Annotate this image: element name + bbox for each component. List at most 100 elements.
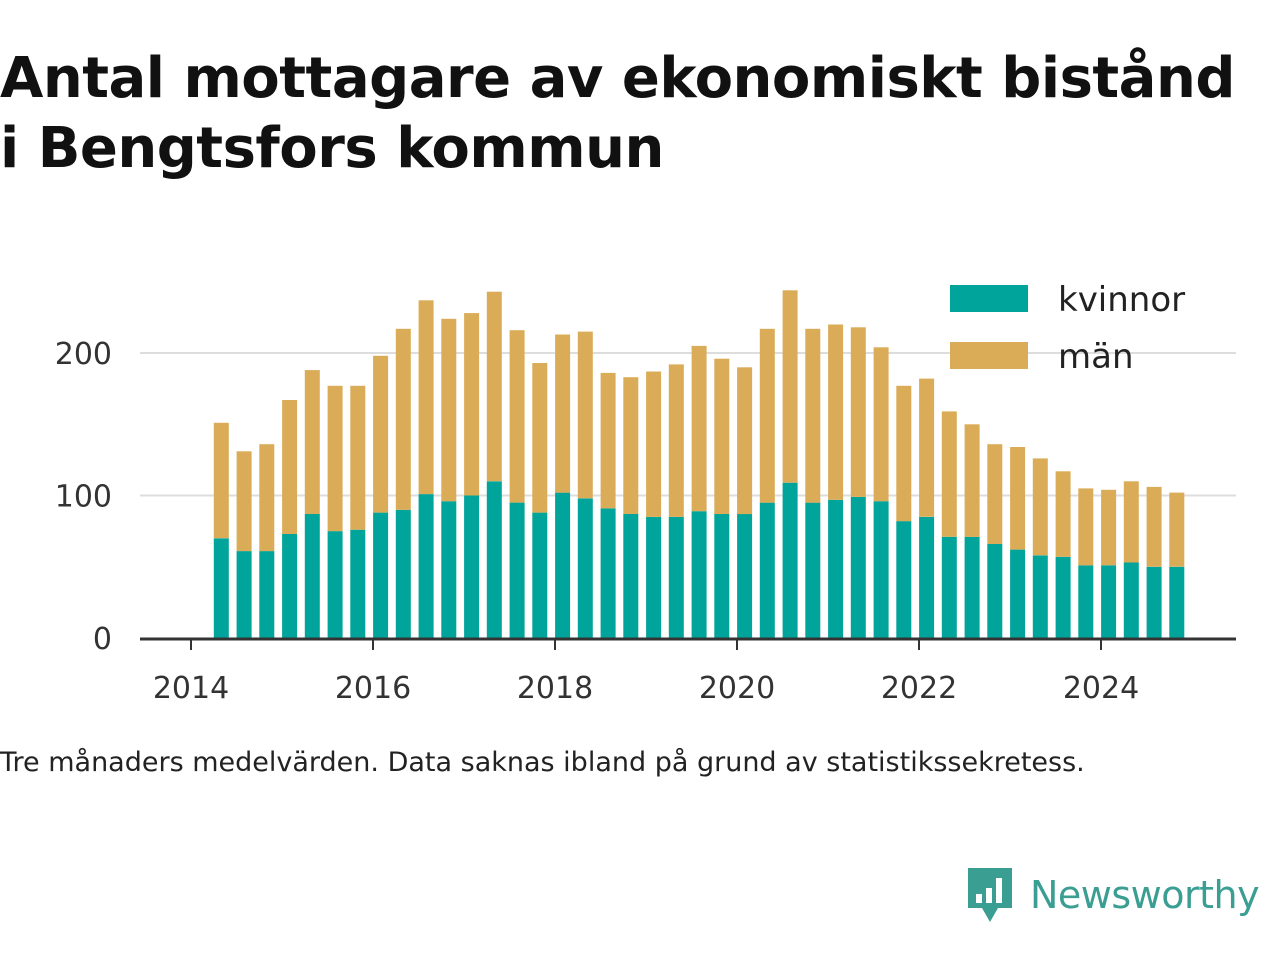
bar-kvinnor-2014-11 bbox=[259, 551, 275, 638]
bar-man-2015-08 bbox=[327, 385, 343, 532]
bar-man-2014-08 bbox=[236, 451, 252, 552]
bar-man-2017-02 bbox=[464, 313, 480, 496]
bar-man-2021-11 bbox=[896, 385, 912, 522]
bar-kvinnor-2024-05 bbox=[1123, 562, 1139, 638]
bar-man-2016-05 bbox=[395, 328, 411, 510]
chart-caption: Tre månaders medelvärden. Data saknas ib… bbox=[0, 747, 1085, 778]
legend-label-man: män bbox=[1058, 337, 1134, 377]
bar-man-2019-08 bbox=[691, 345, 707, 512]
chart-title: Antal mottagare av ekonomiskt bistånd i … bbox=[0, 44, 1280, 184]
x-tick-label-2014: 2014 bbox=[153, 671, 229, 706]
bar-kvinnor-2015-05 bbox=[304, 514, 320, 638]
bar-kvinnor-2023-08 bbox=[1055, 556, 1071, 638]
bar-man-2024-11 bbox=[1169, 492, 1185, 567]
bar-kvinnor-2016-11 bbox=[441, 501, 457, 638]
bar-kvinnor-2017-11 bbox=[532, 512, 548, 638]
bar-kvinnor-2022-02 bbox=[919, 516, 935, 638]
legend: kvinnor män bbox=[950, 280, 1185, 377]
bar-kvinnor-2024-11 bbox=[1169, 566, 1185, 639]
bar-kvinnor-2016-08 bbox=[418, 494, 434, 638]
bar-man-2019-11 bbox=[714, 358, 730, 514]
bar-kvinnor-2014-05 bbox=[213, 538, 229, 639]
bar-kvinnor-2021-11 bbox=[896, 521, 912, 638]
bar-man-2015-05 bbox=[304, 370, 320, 514]
x-tick-label-2024: 2024 bbox=[1063, 671, 1139, 706]
bar-kvinnor-2017-08 bbox=[509, 502, 525, 638]
bar-kvinnor-2022-08 bbox=[964, 536, 980, 638]
bar-man-2015-11 bbox=[350, 385, 366, 530]
bar-man-2022-08 bbox=[964, 424, 980, 537]
gridlines bbox=[140, 352, 1236, 497]
bar-man-2017-08 bbox=[509, 330, 525, 503]
bar-kvinnor-2018-02 bbox=[555, 492, 571, 638]
bar-man-2021-08 bbox=[873, 347, 889, 502]
bar-kvinnor-2015-11 bbox=[350, 529, 366, 638]
bar-kvinnor-2023-11 bbox=[1078, 565, 1094, 638]
bar-kvinnor-2019-11 bbox=[714, 514, 730, 638]
y-tick-label-200: 200 bbox=[55, 337, 112, 372]
bar-man-2016-11 bbox=[441, 318, 457, 502]
bar-kvinnor-2020-11 bbox=[805, 502, 821, 638]
bar-kvinnor-2017-02 bbox=[464, 495, 480, 638]
bar-man-2016-02 bbox=[373, 355, 389, 513]
brand-logo: Newsworthy bbox=[964, 864, 1260, 926]
chart-title-line-2: i Bengtsfors kommun bbox=[0, 116, 664, 181]
bar-chart: 0 100 200 2014 2016 2018 2020 2022 2024 kvinnor … bbox=[55, 280, 1236, 706]
bar-kvinnor-2023-02 bbox=[1010, 549, 1026, 638]
bar-kvinnor-2020-02 bbox=[737, 514, 753, 638]
bar-kvinnor-2018-05 bbox=[577, 498, 593, 638]
bar-kvinnor-2020-05 bbox=[759, 502, 775, 638]
bar-man-2018-11 bbox=[623, 377, 639, 514]
bar-man-2023-11 bbox=[1078, 488, 1094, 566]
y-tick-label-100: 100 bbox=[55, 480, 112, 515]
bar-man-2015-02 bbox=[282, 400, 298, 534]
bar-man-2020-11 bbox=[805, 328, 821, 503]
bar-man-2019-02 bbox=[646, 371, 662, 517]
bar-kvinnor-2021-02 bbox=[828, 499, 844, 638]
brand-name: Newsworthy bbox=[1030, 873, 1260, 917]
x-tick-label-2016: 2016 bbox=[335, 671, 411, 706]
x-tick-label-2022: 2022 bbox=[881, 671, 957, 706]
x-tick-label-2020: 2020 bbox=[699, 671, 775, 706]
bar-man-2020-05 bbox=[759, 328, 775, 503]
newsworthy-logo-icon bbox=[968, 868, 1012, 922]
bar-man-2016-08 bbox=[418, 300, 434, 495]
bar-kvinnor-2020-08 bbox=[782, 482, 798, 638]
bar-kvinnor-2022-05 bbox=[941, 536, 957, 638]
bar-kvinnor-2024-08 bbox=[1146, 566, 1162, 639]
bar-man-2022-02 bbox=[919, 378, 935, 517]
bar-man-2019-05 bbox=[668, 364, 684, 517]
bar-kvinnor-2019-08 bbox=[691, 511, 707, 638]
bar-man-2018-08 bbox=[600, 372, 616, 509]
bar-kvinnor-2015-02 bbox=[282, 534, 298, 638]
bar-man-2024-02 bbox=[1101, 489, 1117, 566]
bar-man-2021-05 bbox=[850, 327, 866, 497]
bar-man-2023-02 bbox=[1010, 447, 1026, 550]
x-tick-label-2018: 2018 bbox=[517, 671, 593, 706]
bar-kvinnor-2018-11 bbox=[623, 514, 639, 638]
legend-label-kvinnor: kvinnor bbox=[1058, 280, 1185, 320]
bar-kvinnor-2022-11 bbox=[987, 544, 1003, 638]
bar-man-2023-08 bbox=[1055, 471, 1071, 557]
chart-title-line-1: Antal mottagare av ekonomiskt bistånd bbox=[0, 46, 1235, 111]
bar-kvinnor-2023-05 bbox=[1032, 555, 1048, 638]
bar-man-2022-11 bbox=[987, 444, 1003, 544]
bar-kvinnor-2018-08 bbox=[600, 508, 616, 638]
bar-man-2020-08 bbox=[782, 290, 798, 483]
bar-man-2014-05 bbox=[213, 422, 229, 539]
bar-man-2023-05 bbox=[1032, 458, 1048, 556]
bar-man-2020-02 bbox=[737, 367, 753, 515]
bar-man-2017-11 bbox=[532, 363, 548, 513]
bar-man-2017-05 bbox=[486, 291, 502, 482]
bar-kvinnor-2021-08 bbox=[873, 501, 889, 638]
bar-kvinnor-2024-02 bbox=[1101, 565, 1117, 638]
bar-kvinnor-2015-08 bbox=[327, 531, 343, 638]
bar-kvinnor-2016-02 bbox=[373, 512, 389, 638]
bar-man-2014-11 bbox=[259, 444, 275, 552]
bar-kvinnor-2021-05 bbox=[850, 496, 866, 638]
bar-kvinnor-2017-05 bbox=[486, 481, 502, 639]
bar-kvinnor-2019-02 bbox=[646, 516, 662, 638]
bars bbox=[213, 290, 1185, 639]
bar-man-2018-05 bbox=[577, 331, 593, 499]
bar-man-2024-08 bbox=[1146, 486, 1162, 567]
